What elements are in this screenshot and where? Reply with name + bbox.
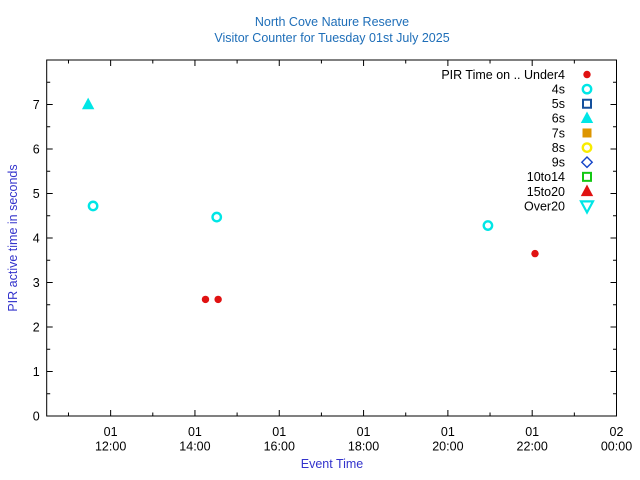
y-tick-label: 6 bbox=[33, 142, 40, 156]
legend-marker-8s-icon bbox=[581, 142, 593, 154]
legend-label-15to20: 15to20 bbox=[527, 185, 565, 199]
x-tick-label-day: 01 bbox=[441, 425, 455, 439]
x-tick-label-day: 02 bbox=[610, 425, 624, 439]
legend-marker-15to20-icon bbox=[580, 184, 594, 197]
x-tick-label-day: 01 bbox=[272, 425, 286, 439]
y-tick-label: 3 bbox=[33, 276, 40, 290]
legend-marker-4s-icon bbox=[581, 83, 593, 95]
legend-label-PIR Time on .. Under4: PIR Time on .. Under4 bbox=[441, 68, 565, 82]
data-point-PIR Time on .. Under4 bbox=[201, 295, 210, 304]
x-tick-label-day: 01 bbox=[104, 425, 118, 439]
legend-marker-9s-icon bbox=[580, 156, 594, 169]
legend-label-5s: 5s bbox=[552, 97, 565, 111]
x-tick-label-day: 01 bbox=[188, 425, 202, 439]
data-point-PIR Time on .. Under4 bbox=[214, 295, 222, 304]
chart-subtitle: Visitor Counter for Tuesday 01st July 20… bbox=[214, 31, 450, 45]
legend-marker-Over20-icon bbox=[579, 200, 595, 215]
plot-frame bbox=[46, 59, 617, 417]
legend-label-10to14: 10to14 bbox=[527, 170, 565, 184]
legend-marker-6s-icon bbox=[580, 111, 594, 124]
x-tick-label-time: 18:00 bbox=[348, 440, 379, 454]
x-tick-label-day: 01 bbox=[525, 425, 539, 439]
legend-label-4s: 4s bbox=[552, 82, 565, 96]
legend-label-7s: 7s bbox=[552, 126, 565, 140]
y-tick-label: 1 bbox=[33, 365, 40, 379]
x-tick-label-day: 01 bbox=[357, 425, 371, 439]
chart-title: North Cove Nature Reserve bbox=[254, 15, 410, 29]
x-tick-label-time: 12:00 bbox=[95, 440, 126, 454]
x-tick-label-time: 00:00 bbox=[601, 440, 632, 454]
y-tick-label: 5 bbox=[33, 187, 40, 201]
x-tick-label-time: 22:00 bbox=[517, 440, 548, 454]
legend-label-Over20: Over20 bbox=[524, 199, 565, 213]
y-tick-label: 4 bbox=[33, 231, 40, 245]
data-point-4s bbox=[211, 211, 223, 223]
x-tick-label-time: 14:00 bbox=[179, 440, 210, 454]
y-tick-label: 7 bbox=[33, 98, 40, 112]
data-point-4s bbox=[87, 200, 99, 212]
legend-label-6s: 6s bbox=[552, 112, 565, 126]
x-tick-label-time: 16:00 bbox=[264, 440, 295, 454]
y-tick-label: 0 bbox=[33, 409, 40, 423]
legend-label-8s: 8s bbox=[552, 141, 565, 155]
legend-label-9s: 9s bbox=[552, 156, 565, 170]
y-axis-label: PIR active time in seconds bbox=[6, 164, 20, 312]
data-point-4s bbox=[482, 220, 494, 231]
x-axis-label: Event Time bbox=[300, 457, 364, 471]
data-point-PIR Time on .. Under4 bbox=[531, 249, 539, 258]
legend-marker-5s-icon bbox=[582, 98, 592, 109]
x-tick-label-time: 20:00 bbox=[432, 440, 463, 454]
legend-marker-PIR Time on .. Under4-icon bbox=[583, 70, 591, 79]
data-point-6s bbox=[81, 97, 95, 110]
y-tick-label: 2 bbox=[33, 320, 40, 334]
legend-marker-7s-icon bbox=[582, 128, 592, 138]
legend-marker-10to14-icon bbox=[582, 171, 592, 182]
